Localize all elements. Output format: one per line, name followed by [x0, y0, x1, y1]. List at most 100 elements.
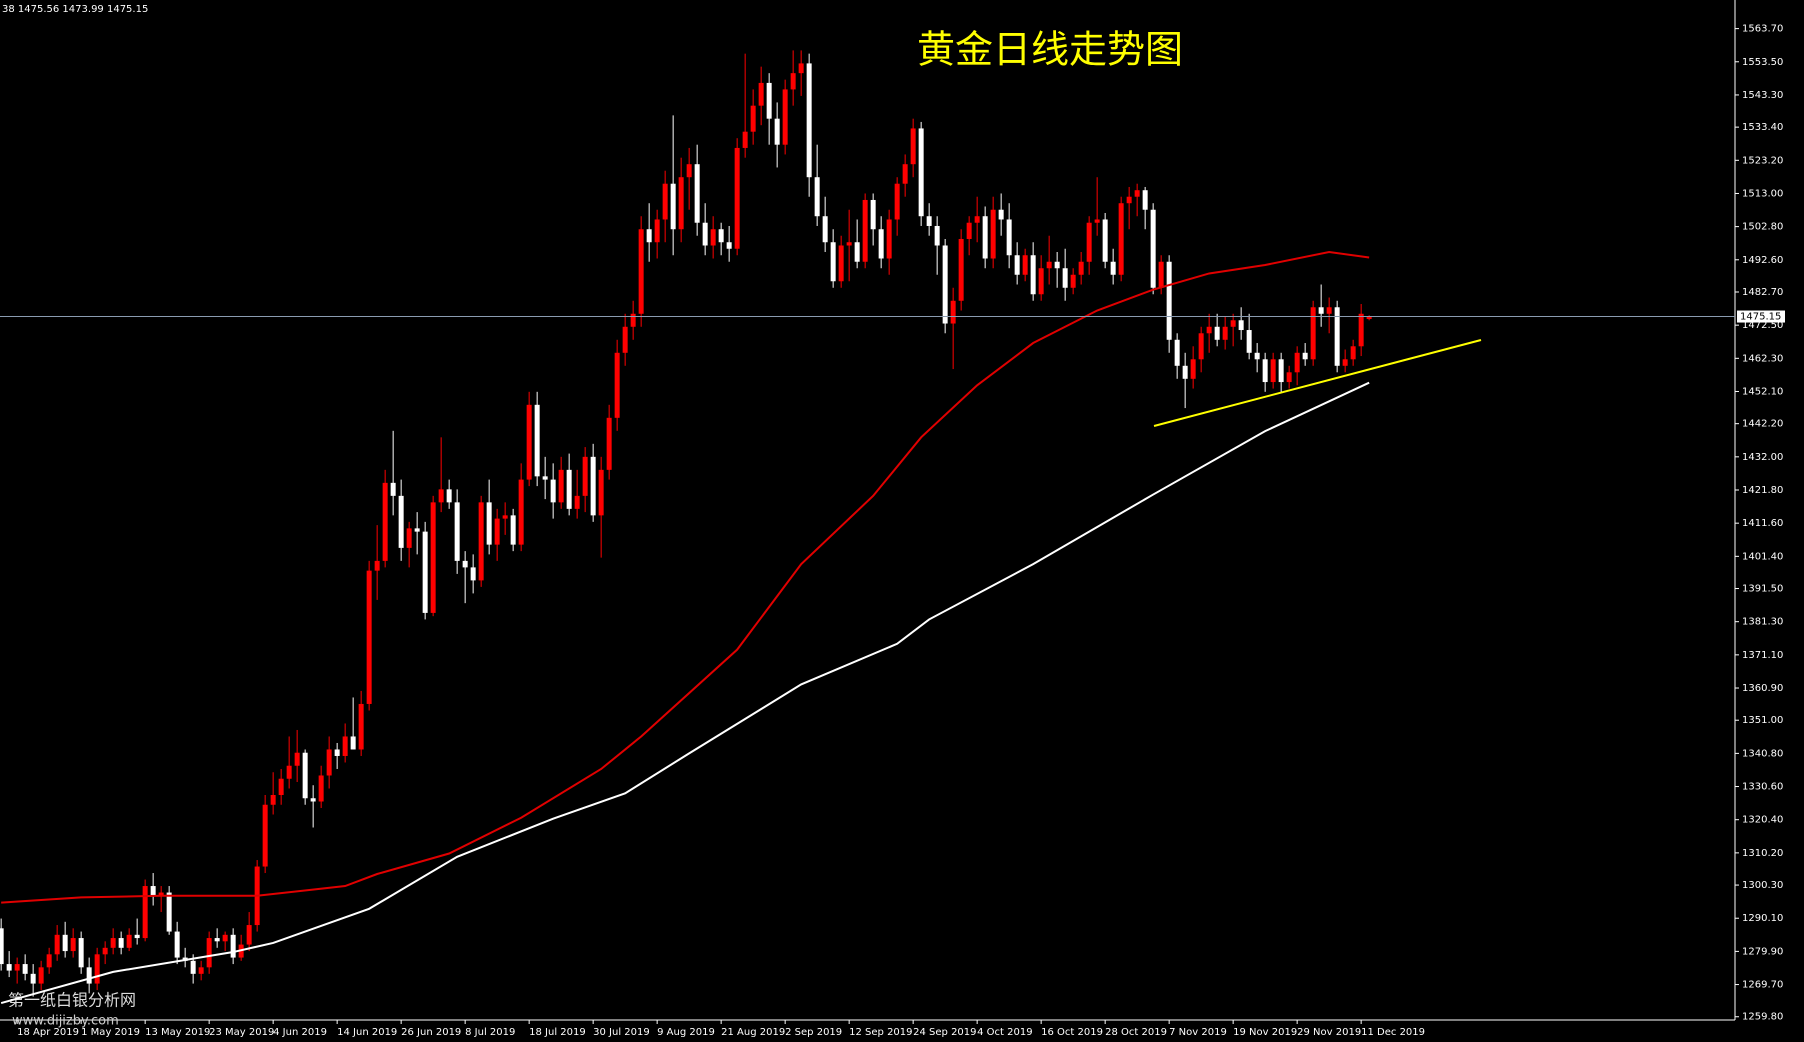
x-tick-label: 24 Sep 2019: [913, 1027, 976, 1038]
candle-body: [334, 749, 340, 756]
candle-body: [470, 567, 476, 581]
candle-body: [558, 469, 564, 503]
candle-body: [222, 934, 228, 942]
candle-body: [582, 456, 588, 496]
candle-body: [342, 736, 348, 756]
candle-body: [294, 752, 300, 766]
candle-body: [1030, 255, 1036, 295]
candle-body: [1086, 222, 1092, 262]
candle-body: [942, 245, 948, 324]
x-tick-label: 28 Oct 2019: [1105, 1027, 1167, 1038]
y-tick-label: 1432.00: [1742, 452, 1783, 463]
candle-body: [1006, 219, 1012, 256]
candle-body: [454, 502, 460, 561]
candle-body: [350, 736, 356, 750]
x-tick-label: 21 Aug 2019: [721, 1027, 785, 1038]
y-tick-label: 1269.70: [1742, 980, 1783, 991]
candle-body: [670, 183, 676, 230]
y-tick-label: 1279.90: [1742, 946, 1783, 957]
x-tick-label: 4 Oct 2019: [977, 1027, 1032, 1038]
y-tick-label: 1351.00: [1742, 715, 1783, 726]
candle-body: [262, 804, 268, 867]
candle-body: [542, 476, 548, 480]
candle-body: [302, 752, 308, 799]
candle-body: [462, 560, 468, 568]
x-tick-label: 14 Jun 2019: [337, 1027, 397, 1038]
candle-body: [1302, 352, 1308, 360]
candle-body: [1190, 359, 1196, 379]
candle-body: [630, 313, 636, 327]
y-tick-label: 1533.40: [1742, 122, 1783, 133]
current-price-label: 1475.15: [1740, 312, 1781, 323]
candle-body: [1142, 190, 1148, 210]
candle-body: [702, 222, 708, 246]
candle-body: [1182, 365, 1188, 379]
y-tick-label: 1452.10: [1742, 386, 1783, 397]
candle-body: [318, 775, 324, 802]
candle-body: [638, 229, 644, 314]
y-tick-label: 1320.40: [1742, 815, 1783, 826]
candle-body: [1262, 359, 1268, 383]
watermark: 第一纸白银分析网: [8, 991, 136, 1010]
candle-body: [774, 118, 780, 145]
candle-body: [918, 128, 924, 217]
y-tick-label: 1310.20: [1742, 848, 1783, 859]
candle-body: [1118, 203, 1124, 275]
candle-body: [1214, 326, 1220, 340]
candle-body: [742, 131, 748, 148]
candle-body: [878, 229, 884, 259]
candle-body: [526, 404, 532, 480]
candle-body: [310, 798, 316, 802]
candle-body: [534, 404, 540, 477]
candle-body: [6, 964, 12, 971]
candle-body: [1350, 346, 1356, 360]
candle-body: [358, 703, 364, 750]
candle-body: [1318, 307, 1324, 314]
candle-body: [574, 495, 580, 509]
ohlc-header: 38 1475.56 1473.99 1475.15: [2, 4, 148, 15]
y-tick-label: 1553.50: [1742, 57, 1783, 68]
candle-body: [910, 128, 916, 165]
candle-body: [30, 973, 36, 984]
candle-body: [86, 967, 92, 984]
candle-body: [822, 216, 828, 243]
candle-body: [62, 934, 68, 952]
candle-body: [46, 954, 52, 968]
candle-body: [1174, 339, 1180, 366]
candle-body: [1126, 196, 1132, 204]
candle-body: [142, 886, 148, 939]
candle-body: [718, 229, 724, 243]
x-tick-label: 29 Nov 2019: [1297, 1027, 1361, 1038]
candle-body: [902, 164, 908, 184]
candle-body: [766, 82, 772, 119]
x-tick-label: 18 Apr 2019: [17, 1027, 79, 1038]
watermark-url: www.dijizby.com: [12, 1014, 119, 1029]
candle-body: [726, 242, 732, 249]
candle-body: [94, 954, 100, 984]
candle-body: [326, 749, 332, 776]
candle-body: [1270, 359, 1276, 383]
x-tick-label: 9 Aug 2019: [657, 1027, 715, 1038]
candle-body: [422, 531, 428, 613]
candle-body: [494, 518, 500, 545]
candle-body: [790, 73, 796, 90]
candle-body: [206, 938, 212, 968]
candle-body: [1070, 274, 1076, 288]
candle-body: [1102, 219, 1108, 262]
candle-body: [446, 489, 452, 503]
candle-body: [1246, 330, 1252, 353]
candle-body: [166, 892, 172, 932]
y-tick-label: 1543.30: [1742, 90, 1783, 101]
candle-body: [1286, 372, 1292, 383]
candle-body: [414, 528, 420, 532]
candle-body: [54, 934, 60, 955]
candle-body: [390, 482, 396, 496]
y-tick-label: 1290.10: [1742, 913, 1783, 924]
candle-body: [1310, 307, 1316, 360]
candle-body: [990, 209, 996, 259]
candle-body: [950, 300, 956, 324]
candle-body: [1294, 352, 1300, 373]
candle-body: [838, 245, 844, 282]
